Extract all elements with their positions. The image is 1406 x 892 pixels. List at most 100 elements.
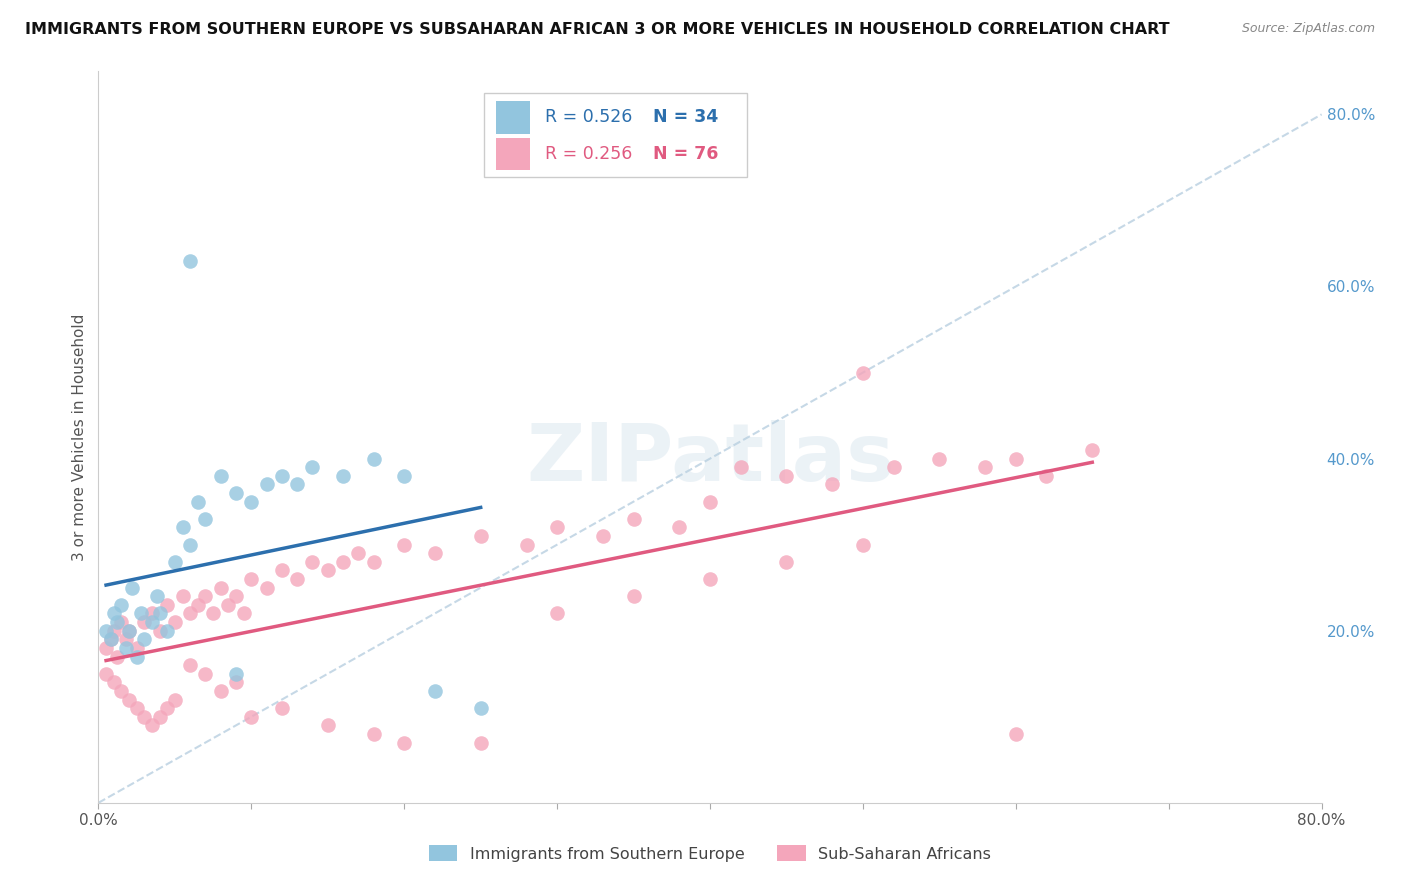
- Point: [256, 581, 278, 595]
- Point: [149, 710, 172, 724]
- Point: [149, 624, 172, 638]
- Point: [240, 710, 263, 724]
- Point: [225, 675, 247, 690]
- Point: [145, 589, 167, 603]
- Point: [270, 564, 292, 578]
- Point: [883, 460, 905, 475]
- Point: [256, 477, 278, 491]
- Point: [470, 529, 492, 543]
- Text: R = 0.256: R = 0.256: [546, 145, 633, 163]
- Point: [270, 468, 292, 483]
- Point: [332, 468, 354, 483]
- Point: [392, 538, 416, 552]
- Point: [100, 632, 122, 647]
- Point: [285, 572, 308, 586]
- Point: [134, 710, 156, 724]
- Point: [118, 624, 141, 638]
- Point: [699, 572, 721, 586]
- Text: ZIPatlas: ZIPatlas: [526, 420, 894, 498]
- Point: [332, 555, 354, 569]
- Point: [125, 640, 148, 655]
- Point: [316, 718, 339, 732]
- Point: [115, 632, 138, 647]
- Point: [187, 494, 209, 508]
- Point: [392, 468, 416, 483]
- Point: [94, 624, 117, 638]
- Point: [163, 615, 186, 629]
- Text: N = 76: N = 76: [652, 145, 718, 163]
- Point: [100, 632, 122, 647]
- Point: [1035, 468, 1057, 483]
- Point: [240, 572, 263, 586]
- Bar: [496, 138, 530, 170]
- Point: [110, 615, 132, 629]
- Point: [194, 589, 217, 603]
- Point: [149, 607, 172, 621]
- Point: [852, 538, 875, 552]
- Point: [232, 607, 254, 621]
- Point: [103, 675, 125, 690]
- Point: [141, 615, 163, 629]
- Point: [301, 460, 323, 475]
- Point: [1081, 442, 1104, 457]
- Point: [775, 555, 797, 569]
- Point: [217, 598, 239, 612]
- Point: [118, 692, 141, 706]
- Point: [134, 615, 156, 629]
- Point: [240, 494, 263, 508]
- Point: [110, 684, 132, 698]
- Text: Source: ZipAtlas.com: Source: ZipAtlas.com: [1241, 22, 1375, 36]
- Point: [179, 607, 201, 621]
- Point: [134, 632, 156, 647]
- Point: [209, 684, 232, 698]
- Point: [285, 477, 308, 491]
- Point: [301, 555, 323, 569]
- Point: [156, 701, 179, 715]
- Point: [516, 538, 538, 552]
- Point: [821, 477, 844, 491]
- Point: [179, 538, 201, 552]
- Point: [623, 589, 645, 603]
- Point: [163, 692, 186, 706]
- Point: [592, 529, 614, 543]
- Point: [363, 727, 385, 741]
- Point: [546, 607, 568, 621]
- Point: [209, 468, 232, 483]
- Point: [94, 666, 117, 681]
- Point: [156, 598, 179, 612]
- Point: [105, 615, 128, 629]
- Point: [94, 640, 117, 655]
- Point: [103, 624, 125, 638]
- Point: [928, 451, 950, 466]
- Point: [209, 581, 232, 595]
- Point: [699, 494, 721, 508]
- Point: [163, 555, 186, 569]
- Point: [270, 701, 292, 715]
- Point: [316, 564, 339, 578]
- Text: R = 0.526: R = 0.526: [546, 109, 633, 127]
- Point: [347, 546, 370, 560]
- Point: [363, 451, 385, 466]
- Point: [115, 640, 138, 655]
- Point: [623, 512, 645, 526]
- Point: [423, 546, 446, 560]
- Point: [110, 598, 132, 612]
- Point: [225, 589, 247, 603]
- Point: [141, 607, 163, 621]
- Point: [105, 649, 128, 664]
- Bar: [496, 102, 530, 134]
- Point: [470, 735, 492, 749]
- Point: [179, 658, 201, 673]
- Point: [730, 460, 752, 475]
- Point: [103, 607, 125, 621]
- FancyBboxPatch shape: [484, 94, 747, 178]
- Point: [668, 520, 690, 534]
- Point: [118, 624, 141, 638]
- Legend: Immigrants from Southern Europe, Sub-Saharan Africans: Immigrants from Southern Europe, Sub-Sah…: [422, 838, 998, 868]
- Point: [172, 520, 194, 534]
- Point: [470, 701, 492, 715]
- Point: [121, 581, 143, 595]
- Point: [974, 460, 997, 475]
- Point: [225, 666, 247, 681]
- Point: [1004, 451, 1026, 466]
